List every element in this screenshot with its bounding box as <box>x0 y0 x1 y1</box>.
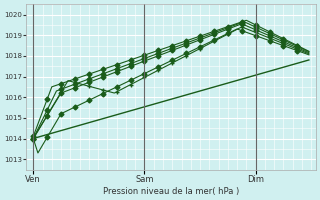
X-axis label: Pression niveau de la mer( hPa ): Pression niveau de la mer( hPa ) <box>103 187 239 196</box>
